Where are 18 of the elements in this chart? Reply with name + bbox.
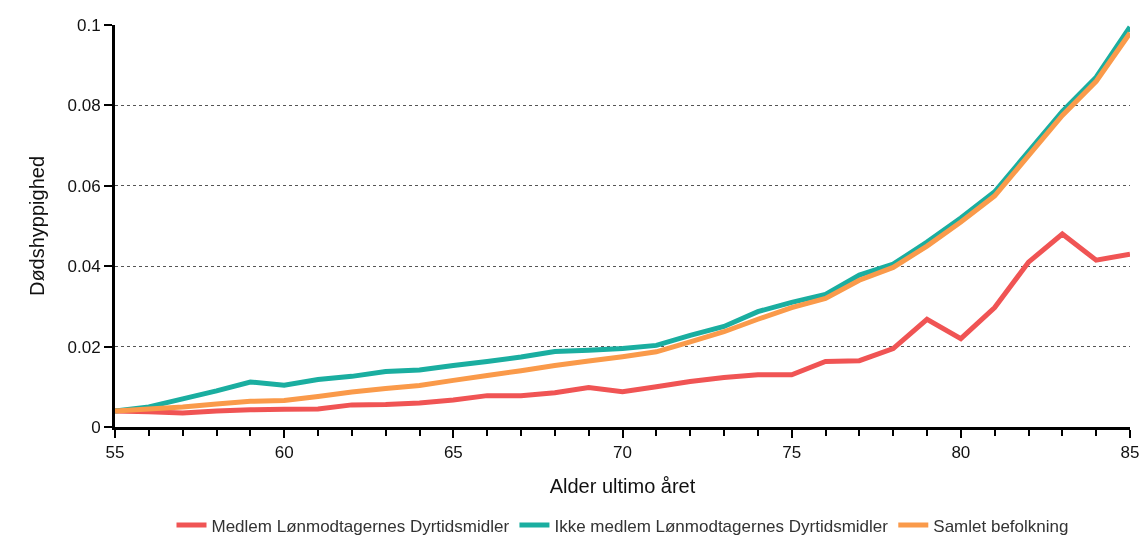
x-tick-label: 85 — [1120, 443, 1140, 463]
x-tick-label: 55 — [105, 443, 125, 463]
legend-label: Ikke medlem Lønmodtagernes Dyrtidsmidler — [554, 516, 889, 536]
y-tick-label: 0.04 — [67, 257, 101, 277]
y-tick-label: 0 — [91, 417, 101, 437]
x-tick-label: 60 — [274, 443, 294, 463]
x-tick-label: 70 — [613, 443, 632, 463]
y-tick-label: 0.06 — [67, 176, 101, 196]
x-tick-label: 65 — [443, 443, 463, 463]
y-tick-label: 0.02 — [67, 337, 101, 357]
legend-label: Medlem Lønmodtagernes Dyrtidsmidler — [211, 516, 510, 536]
x-axis-title: Alder ultimo året — [549, 474, 696, 497]
x-tick-label: 75 — [782, 443, 802, 463]
y-axis-title: Dødshyppighed — [26, 155, 49, 297]
y-tick-label: 0.1 — [76, 15, 101, 35]
legend-label: Samlet befolkning — [933, 516, 1069, 536]
x-tick-label: 80 — [951, 443, 971, 463]
y-tick-label: 0.08 — [67, 96, 101, 116]
